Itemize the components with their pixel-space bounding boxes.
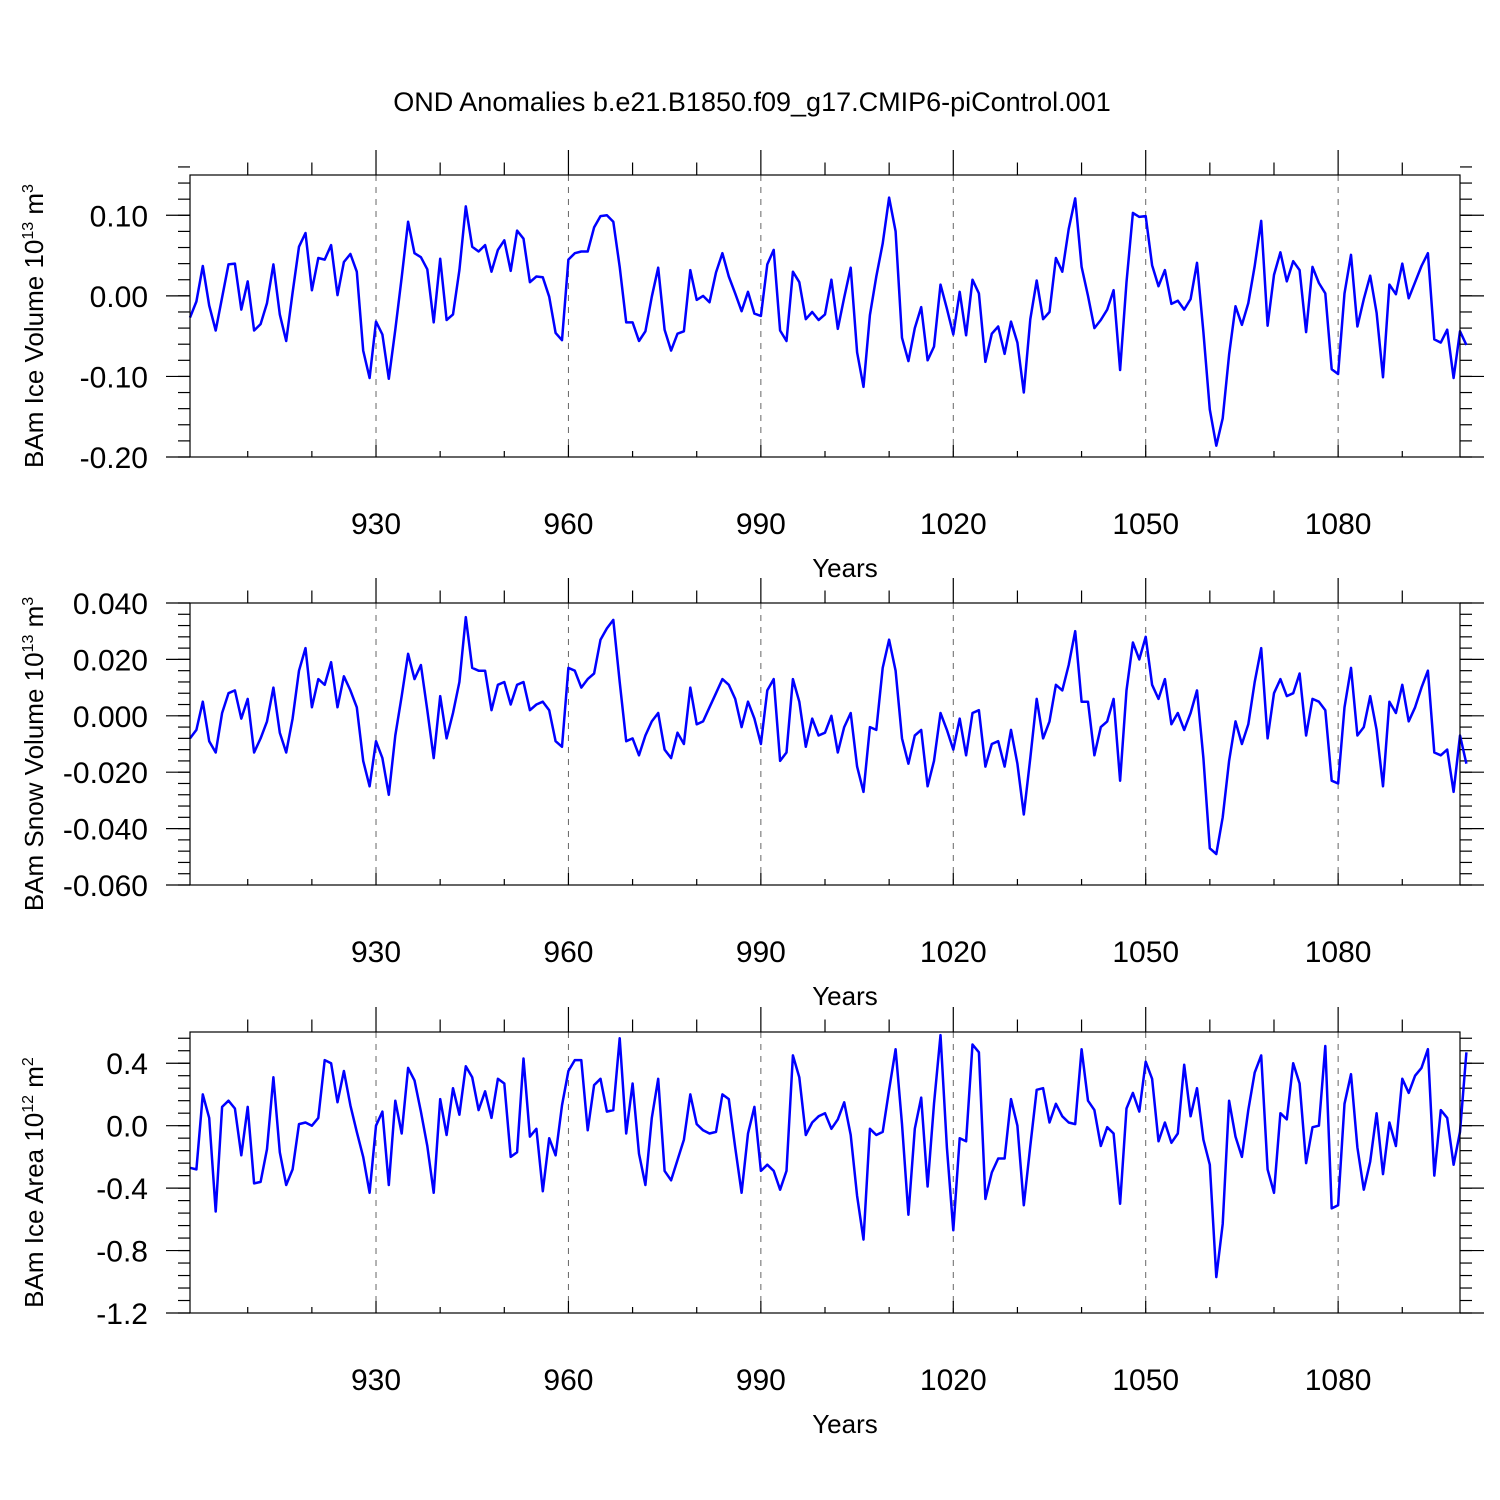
chart-title: OND Anomalies b.e21.B1850.f09_g17.CMIP6-…	[393, 87, 1110, 117]
y-axis-title-unit-exponent: 3	[20, 184, 37, 193]
x-tick-label: 960	[543, 1364, 593, 1397]
y-tick-label: -0.10	[80, 361, 148, 394]
y-tick-label: 0.4	[106, 1048, 148, 1081]
x-tick-label: 990	[736, 1364, 786, 1397]
x-tick-label: 930	[351, 936, 401, 969]
series-line	[188, 196, 1468, 447]
y-tick-label: 0.00	[90, 281, 148, 314]
x-tick-label: 960	[543, 508, 593, 541]
y-tick-label: 0.040	[73, 588, 148, 621]
x-axis-title: Years	[812, 981, 878, 1011]
x-tick-label: 990	[736, 508, 786, 541]
x-tick-label: 1050	[1112, 1364, 1179, 1397]
x-tick-label: 1050	[1112, 936, 1179, 969]
y-tick-label: -0.020	[63, 757, 148, 790]
y-tick-label: -1.2	[96, 1298, 148, 1331]
series-line	[189, 615, 1468, 856]
y-tick-label: -0.040	[63, 814, 148, 847]
y-tick-label: -0.4	[96, 1173, 148, 1206]
y-tick-label: 0.020	[73, 644, 148, 677]
x-axis-title: Years	[812, 1409, 878, 1439]
y-axis-title-exponent: 13	[20, 635, 37, 653]
x-tick-label: 1080	[1305, 1364, 1372, 1397]
series-line	[189, 1033, 1468, 1279]
x-tick-label: 1050	[1112, 508, 1179, 541]
y-axis-title-unit: m	[19, 606, 49, 635]
y-axis-title-main: BAm Ice Volume 10	[19, 240, 49, 468]
plot-frame	[189, 602, 1461, 886]
x-axis-title: Years	[812, 553, 878, 583]
y-axis-title-unit-exponent: 2	[20, 1057, 37, 1066]
y-axis-title-unit-exponent: 3	[20, 597, 37, 606]
x-tick-label: 1020	[920, 508, 987, 541]
y-tick-label: 0.10	[90, 200, 148, 233]
y-tick-label: -0.8	[96, 1236, 148, 1269]
y-tick-label: -0.060	[63, 870, 148, 903]
x-tick-label: 990	[736, 936, 786, 969]
y-axis-title-unit: m	[19, 193, 49, 222]
y-axis-title-main: BAm Snow Volume 10	[19, 652, 49, 911]
y-tick-label: 0.0	[106, 1111, 148, 1144]
x-tick-label: 1020	[920, 1364, 987, 1397]
y-axis-title-exponent: 13	[20, 222, 37, 240]
x-tick-label: 1020	[920, 936, 987, 969]
y-axis-title: BAm Snow Volume 1013 m3	[19, 597, 49, 911]
plot-frame	[189, 1031, 1461, 1314]
y-tick-label: -0.20	[80, 442, 148, 475]
x-tick-label: 930	[351, 508, 401, 541]
x-tick-label: 930	[351, 1364, 401, 1397]
x-tick-label: 1080	[1305, 936, 1372, 969]
panel-1: -0.20 -0.10 0.00 0.10 930 960 990 1020 1050 1080 Y…	[19, 150, 1484, 583]
plot-panels: -0.20 -0.10 0.00 0.10 930 960 990 1020 1050 1080 Y…	[19, 150, 1484, 1439]
y-axis-title-exponent: 12	[20, 1095, 37, 1113]
y-axis-title-unit: m	[19, 1066, 49, 1095]
y-axis-title: BAm Ice Area 1012 m2	[19, 1057, 49, 1308]
plot-frame	[189, 174, 1461, 458]
y-axis-title-main: BAm Ice Area 10	[19, 1113, 49, 1308]
panel-3: -1.2 -0.8 -0.4 0.0 0.4 930 960 990 1020 1050 1080 Y…	[19, 1007, 1484, 1439]
panel-2: -0.060 -0.040 -0.020 0.000 0.020 0.040 930 960 9…	[19, 578, 1484, 1011]
y-axis-title: BAm Ice Volume 1013 m3	[19, 184, 49, 468]
y-tick-label: 0.000	[73, 701, 148, 734]
x-tick-label: 960	[543, 936, 593, 969]
x-tick-label: 1080	[1305, 508, 1372, 541]
